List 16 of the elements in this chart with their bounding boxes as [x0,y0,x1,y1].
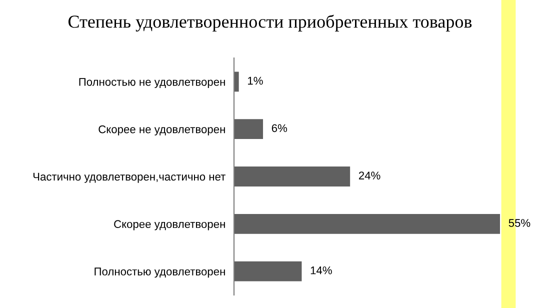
y-tick-label: Полностью удовлетворен [94,268,225,278]
bar [234,261,302,282]
bar [234,72,239,92]
bar [234,166,350,186]
data-label: 6% [272,124,288,132]
chart-title: Степень удовлетворенности приобретенных товаров [68,14,472,32]
data-label: 1% [248,76,263,85]
data-label: 14% [310,266,332,274]
bar [234,119,264,140]
y-tick-label: Скорее удовлетворен [114,220,225,230]
bar [234,214,500,234]
data-label: 55% [508,219,530,227]
data-label: 24% [358,172,380,180]
y-tick-label: Полностью не удовлетворен [79,78,225,88]
y-tick-label: Частично удовлетворен,частично нет [33,172,226,183]
y-tick-label: Скорее не удовлетворен [98,125,225,136]
